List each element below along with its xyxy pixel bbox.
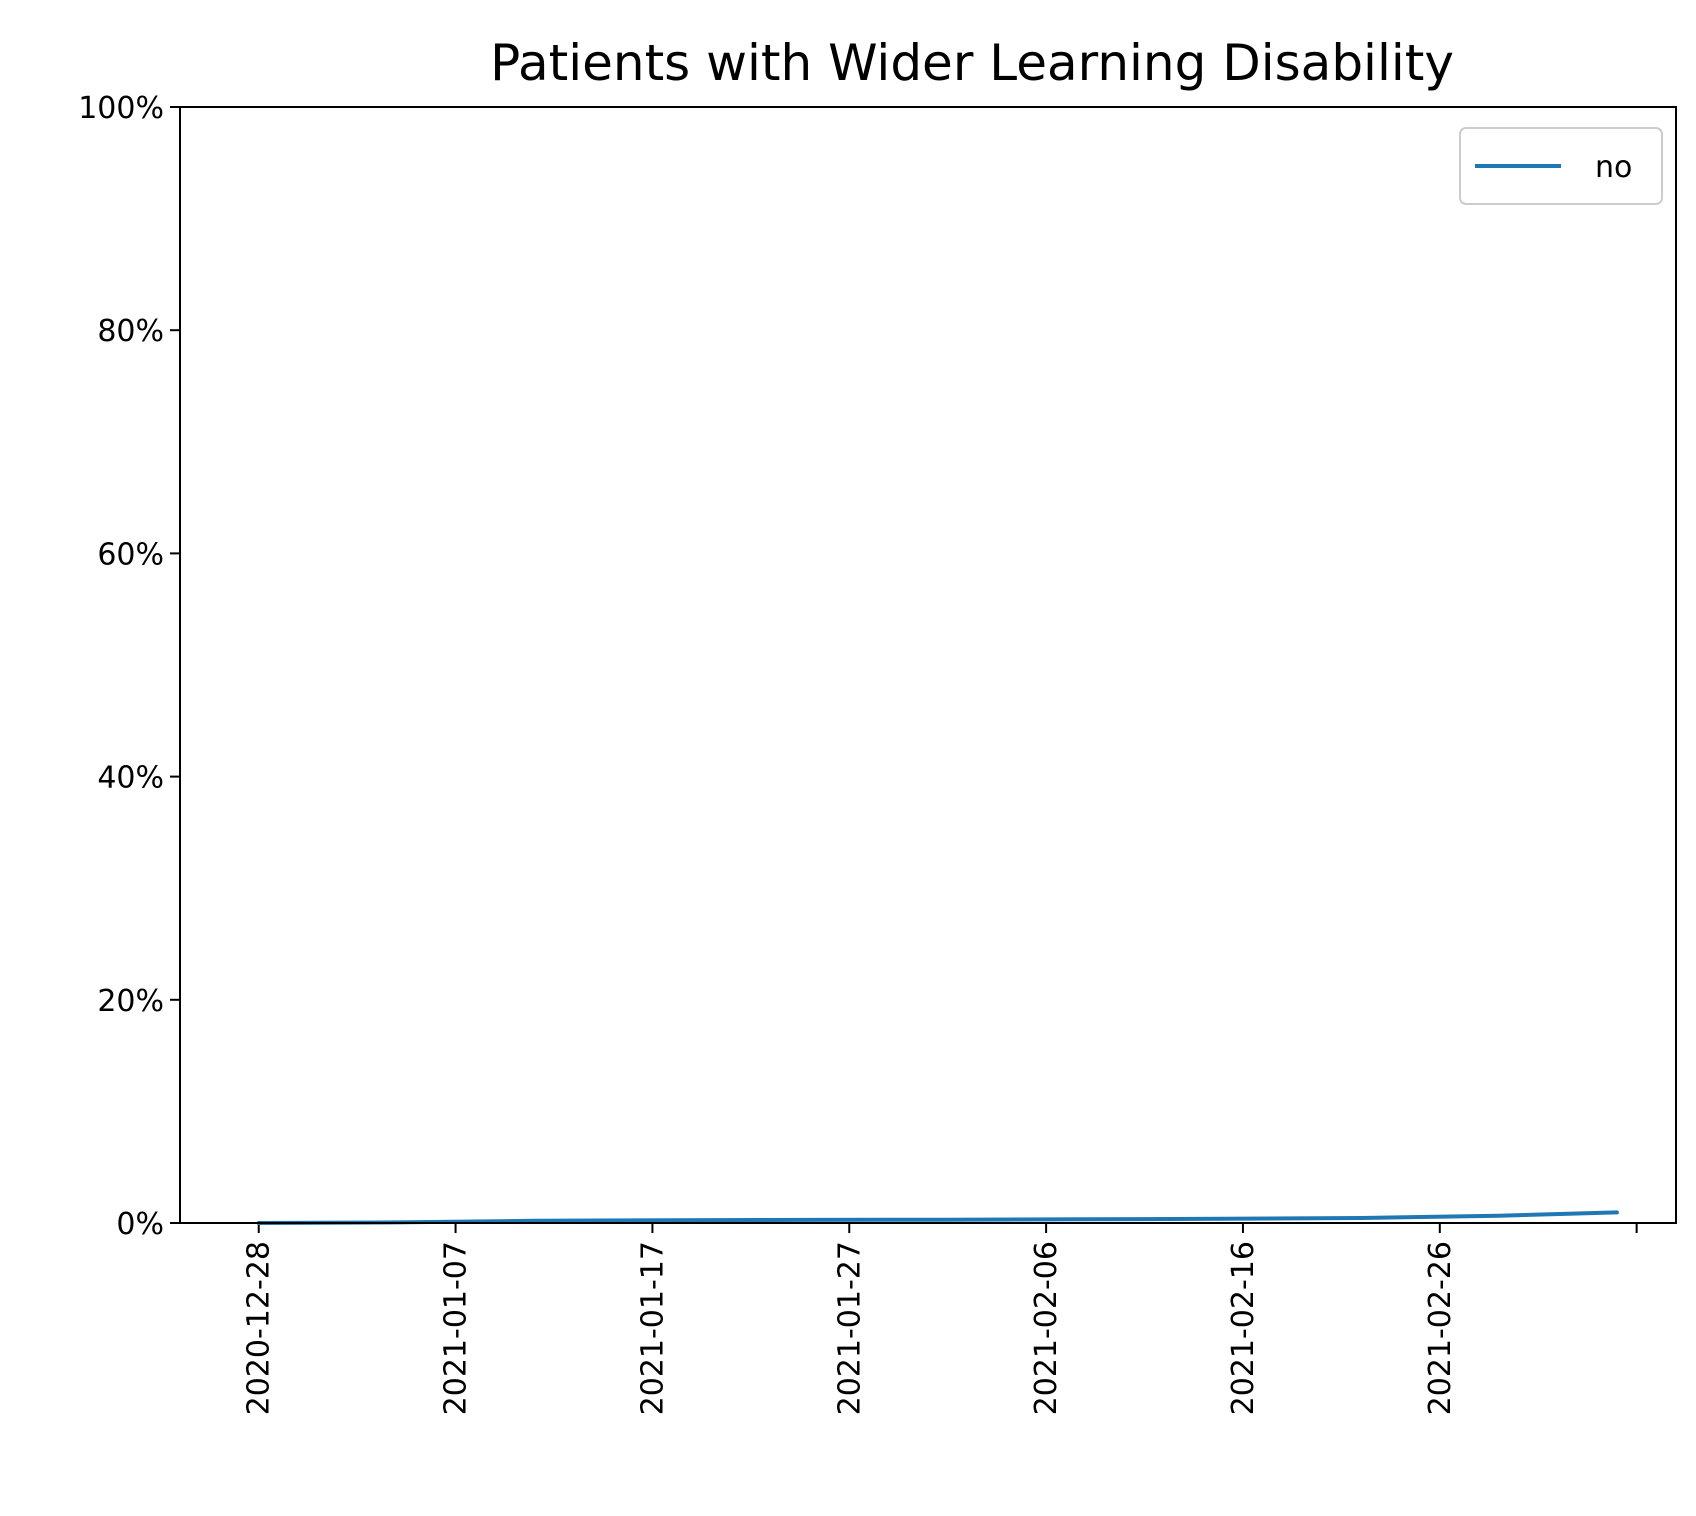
- y-tick-label: 60%: [97, 537, 164, 572]
- x-axis: 2020-12-28 2021-01-07 2021-01-17 2021-01-27…: [242, 1223, 1638, 1415]
- legend-label-no: no: [1595, 150, 1632, 185]
- x-tick-label: 2021-01-27: [832, 1241, 867, 1415]
- y-axis: 0% 20% 40% 60% 80% 100%: [78, 91, 180, 1242]
- x-tick-label: 2021-01-17: [635, 1241, 670, 1415]
- y-tick-label: 100%: [78, 91, 164, 126]
- x-tick-label: 2021-01-07: [439, 1241, 474, 1415]
- plot-frame: [179, 106, 1677, 1224]
- y-tick-label: 20%: [97, 984, 164, 1019]
- series-layer: [256, 1210, 1619, 1225]
- y-tick-label: 0%: [116, 1207, 164, 1242]
- legend: no: [1459, 127, 1663, 205]
- x-tick-label: 2020-12-28: [242, 1241, 277, 1415]
- x-tick-label: 2021-02-16: [1226, 1241, 1261, 1415]
- series-line-no: [256, 1210, 1619, 1225]
- x-tick-label: 2021-02-26: [1423, 1241, 1458, 1415]
- y-tick-label: 80%: [97, 314, 164, 349]
- y-tick-label: 40%: [97, 761, 164, 796]
- chart-title: Patients with Wider Learning Disability: [490, 34, 1454, 92]
- x-tick-label: 2021-02-06: [1029, 1241, 1064, 1415]
